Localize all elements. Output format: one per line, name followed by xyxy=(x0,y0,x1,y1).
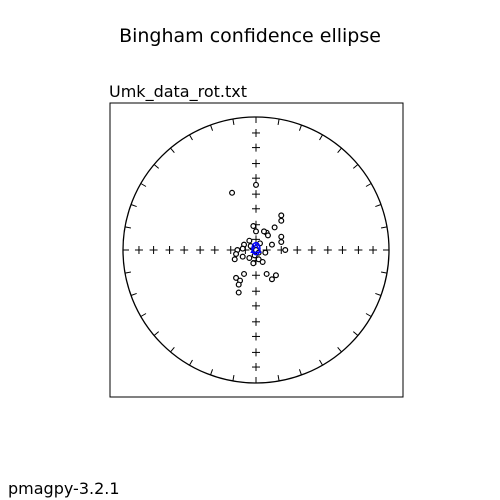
perimeter-tick xyxy=(153,164,160,169)
data-point xyxy=(255,256,262,263)
perimeter-tick xyxy=(153,331,160,336)
data-point xyxy=(260,228,267,235)
perimeter-tick xyxy=(277,118,280,126)
data-point xyxy=(278,233,285,240)
data-point xyxy=(233,274,240,281)
data-point xyxy=(239,253,246,260)
perimeter-tick xyxy=(210,124,214,131)
perimeter-tick xyxy=(124,271,132,274)
perimeter-tick xyxy=(232,118,235,126)
perimeter-tick xyxy=(375,204,382,208)
perimeter-tick xyxy=(375,292,382,296)
perimeter-tick xyxy=(124,226,132,229)
perimeter-tick xyxy=(189,359,193,366)
perimeter-tick xyxy=(170,346,175,353)
mean-layer xyxy=(250,241,262,256)
data-point xyxy=(263,270,270,277)
perimeter-tick xyxy=(319,359,323,366)
primitive-circle-layer xyxy=(122,116,390,384)
figure-suptitle: Bingham confidence ellipse xyxy=(119,25,381,47)
perimeter-tick xyxy=(380,226,388,229)
perimeter-tick xyxy=(298,369,302,376)
data-point xyxy=(268,276,275,283)
data-points-layer xyxy=(229,181,289,296)
perimeter-tick xyxy=(365,313,372,317)
data-point xyxy=(250,223,257,230)
perimeter-tick xyxy=(277,374,280,382)
data-point xyxy=(268,241,275,248)
data-point xyxy=(259,258,266,265)
perimeter-tick xyxy=(140,183,147,187)
axes-title: Umk_data_rot.txt xyxy=(109,82,247,101)
perimeter-tick xyxy=(337,346,342,353)
data-point xyxy=(278,217,285,224)
data-point xyxy=(271,224,278,231)
data-point xyxy=(262,249,269,256)
data-point xyxy=(282,247,289,254)
perimeter-tick xyxy=(130,292,137,296)
pmagpy-version-label: pmagpy-3.2.1 xyxy=(8,479,120,498)
data-point xyxy=(239,245,246,252)
perimeter-tick xyxy=(140,313,147,317)
axes-frame xyxy=(109,102,404,398)
perimeter-tick xyxy=(232,374,235,382)
data-point xyxy=(278,239,285,246)
perimeter-tick xyxy=(319,134,323,141)
perimeter-tick xyxy=(170,147,175,154)
data-point xyxy=(231,256,238,263)
perimeter-tick xyxy=(298,124,302,131)
perimeter-tick xyxy=(189,134,193,141)
perimeter-tick xyxy=(130,204,137,208)
data-point xyxy=(264,232,271,239)
data-point xyxy=(250,260,257,267)
data-point xyxy=(278,212,285,219)
data-point xyxy=(253,228,260,235)
perimeter-tick xyxy=(380,271,388,274)
mean-direction-marker xyxy=(250,242,262,254)
perimeter-tick xyxy=(352,164,359,169)
data-point xyxy=(233,250,240,257)
data-point xyxy=(229,189,236,196)
perimeter-tick xyxy=(352,331,359,336)
data-point xyxy=(246,237,253,244)
data-point xyxy=(241,270,248,277)
data-point xyxy=(235,289,242,296)
perimeter-tick xyxy=(337,147,342,154)
data-point xyxy=(253,181,260,188)
perimeter-tick xyxy=(210,369,214,376)
perimeter-tick xyxy=(365,183,372,187)
data-point xyxy=(246,254,253,261)
data-point xyxy=(272,272,279,279)
data-point xyxy=(235,281,242,288)
